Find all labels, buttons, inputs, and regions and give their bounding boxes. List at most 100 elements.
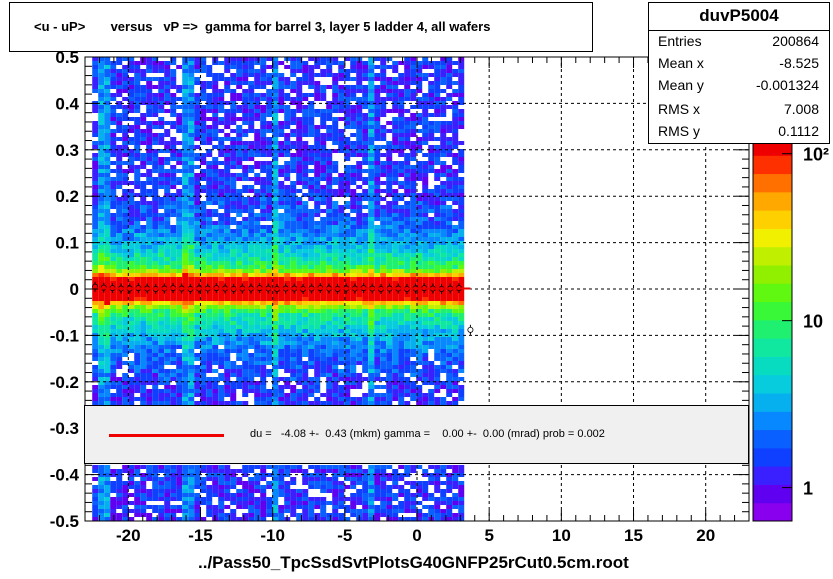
heatmap-cell [206,213,213,217]
heatmap-cell [128,397,135,401]
heatmap-cell [248,153,255,157]
heatmap-cell [308,181,315,185]
heatmap-cell [152,337,159,341]
heatmap-cell [266,189,273,193]
heatmap-cell [410,313,417,317]
heatmap-cell [206,181,213,185]
heatmap-cell [314,349,321,353]
heatmap-cell [110,109,117,113]
heatmap-cell [416,237,423,241]
heatmap-cell [380,109,387,113]
heatmap-cell [110,249,117,253]
heatmap-cell [266,169,273,173]
heatmap-cell [332,369,339,373]
heatmap-cell [344,149,351,153]
heatmap-cell [194,365,201,369]
heatmap-cell [182,89,189,93]
heatmap-cell [200,189,207,193]
heatmap-cell [92,293,99,297]
heatmap-cell [242,241,249,245]
heatmap-cell [386,89,393,93]
heatmap-cell [278,313,285,317]
heatmap-cell [224,361,231,365]
heatmap-cell [404,125,411,129]
heatmap-cell [158,69,165,73]
heatmap-cell [224,101,231,105]
heatmap-cell [284,509,291,513]
heatmap-cell [98,317,105,321]
heatmap-cell [356,225,363,229]
heatmap-cell [146,89,153,93]
heatmap-cell [392,249,399,253]
heatmap-cell [194,313,201,317]
heatmap-cell [140,73,147,77]
heatmap-cell [170,473,177,477]
heatmap-cell [320,365,327,369]
heatmap-cell [332,133,339,137]
heatmap-cell [218,201,225,205]
heatmap-cell [110,373,117,377]
heatmap-cell [140,397,147,401]
heatmap-cell [236,177,243,181]
heatmap-cell [164,497,171,501]
heatmap-cell [410,93,417,97]
heatmap-cell [248,221,255,225]
heatmap-cell [98,149,105,153]
heatmap-cell [152,189,159,193]
heatmap-cell [140,113,147,117]
heatmap-cell [98,353,105,357]
heatmap-cell [254,497,261,501]
heatmap-cell [284,241,291,245]
heatmap-cell [242,289,249,293]
heatmap-cell [278,401,285,405]
heatmap-cell [260,133,267,137]
heatmap-cell [182,309,189,313]
heatmap-cell [146,301,153,305]
heatmap-cell [164,173,171,177]
heatmap-cell [158,121,165,125]
heatmap-cell [164,185,171,189]
heatmap-cell [92,345,99,349]
heatmap-cell [98,77,105,81]
heatmap-cell [356,401,363,405]
heatmap-cell [242,97,249,101]
heatmap-cell [398,113,405,117]
heatmap-cell [284,209,291,213]
heatmap-cell [320,241,327,245]
heatmap-cell [152,273,159,277]
heatmap-cell [140,273,147,277]
heatmap-cell [98,365,105,369]
heatmap-cell [164,481,171,485]
heatmap-cell [152,293,159,297]
heatmap-cell [242,233,249,237]
heatmap-cell [158,237,165,241]
heatmap-cell [176,213,183,217]
heatmap-cell [98,229,105,233]
heatmap-cell [272,125,279,129]
heatmap-cell [164,229,171,233]
heatmap-cell [230,329,237,333]
heatmap-cell [212,253,219,257]
heatmap-cell [260,253,267,257]
heatmap-cell [284,401,291,405]
heatmap-cell [170,245,177,249]
heatmap-cell [320,193,327,197]
heatmap-cell [128,337,135,341]
heatmap-cell [404,61,411,65]
heatmap-cell [290,493,297,497]
heatmap-cell [308,485,315,489]
heatmap-cell [134,61,141,65]
heatmap-cell [326,233,333,237]
heatmap-cell [326,317,333,321]
heatmap-cell [164,345,171,349]
heatmap-cell [122,333,129,337]
heatmap-cell [284,201,291,205]
heatmap-cell [374,313,381,317]
heatmap-cell [164,217,171,221]
heatmap-cell [368,497,375,501]
heatmap-cell [104,381,111,385]
heatmap-cell [374,105,381,109]
heatmap-cell [314,89,321,93]
heatmap-cell [110,233,117,237]
heatmap-cell [320,361,327,365]
